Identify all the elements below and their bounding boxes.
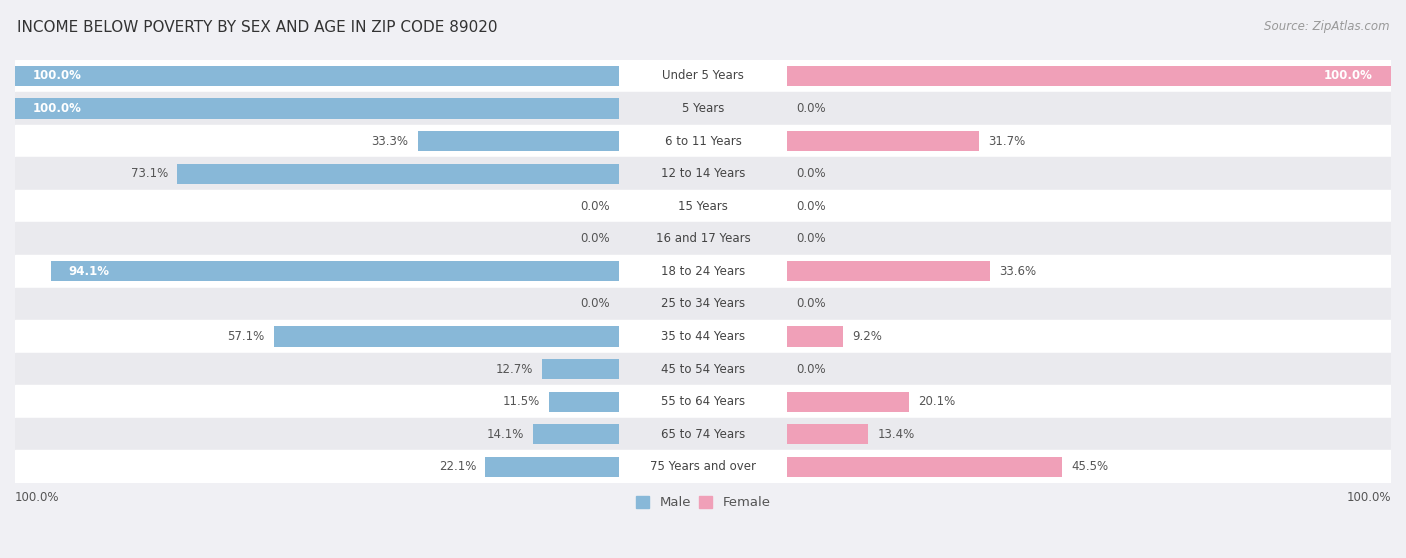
Bar bbox=[15, 386, 1391, 418]
Bar bbox=[15, 353, 1391, 386]
Text: 75 Years and over: 75 Years and over bbox=[650, 460, 756, 473]
Bar bbox=[787, 392, 908, 412]
Text: 100.0%: 100.0% bbox=[1347, 491, 1391, 504]
Text: 0.0%: 0.0% bbox=[797, 297, 827, 310]
Text: 100.0%: 100.0% bbox=[34, 69, 82, 83]
Text: 13.4%: 13.4% bbox=[877, 427, 915, 441]
Text: 100.0%: 100.0% bbox=[1324, 69, 1372, 83]
Text: 33.3%: 33.3% bbox=[371, 134, 409, 147]
Legend: Male, Female: Male, Female bbox=[630, 490, 776, 514]
Text: 35 to 44 Years: 35 to 44 Years bbox=[661, 330, 745, 343]
Bar bbox=[787, 456, 1062, 477]
Text: 100.0%: 100.0% bbox=[34, 102, 82, 115]
Text: 57.1%: 57.1% bbox=[228, 330, 264, 343]
Text: 0.0%: 0.0% bbox=[797, 102, 827, 115]
Text: 0.0%: 0.0% bbox=[797, 232, 827, 246]
Bar bbox=[15, 320, 1391, 353]
Text: 18 to 24 Years: 18 to 24 Years bbox=[661, 265, 745, 278]
Bar bbox=[15, 60, 1391, 92]
Text: 9.2%: 9.2% bbox=[852, 330, 882, 343]
Text: 0.0%: 0.0% bbox=[579, 200, 609, 213]
Text: INCOME BELOW POVERTY BY SEX AND AGE IN ZIP CODE 89020: INCOME BELOW POVERTY BY SEX AND AGE IN Z… bbox=[17, 20, 498, 35]
Text: 94.1%: 94.1% bbox=[69, 265, 110, 278]
Text: 31.7%: 31.7% bbox=[988, 134, 1025, 147]
Text: 0.0%: 0.0% bbox=[797, 167, 827, 180]
Text: 0.0%: 0.0% bbox=[797, 363, 827, 376]
Bar bbox=[15, 125, 1391, 157]
Bar bbox=[418, 131, 619, 151]
Text: 0.0%: 0.0% bbox=[797, 200, 827, 213]
Text: 45.5%: 45.5% bbox=[1071, 460, 1108, 473]
Text: 0.0%: 0.0% bbox=[579, 297, 609, 310]
Text: 73.1%: 73.1% bbox=[131, 167, 169, 180]
Text: 12 to 14 Years: 12 to 14 Years bbox=[661, 167, 745, 180]
Bar bbox=[533, 424, 619, 444]
Text: 45 to 54 Years: 45 to 54 Years bbox=[661, 363, 745, 376]
Text: 5 Years: 5 Years bbox=[682, 102, 724, 115]
Text: Source: ZipAtlas.com: Source: ZipAtlas.com bbox=[1264, 20, 1389, 32]
Bar bbox=[787, 424, 869, 444]
Bar bbox=[15, 418, 1391, 450]
Text: 12.7%: 12.7% bbox=[495, 363, 533, 376]
Bar bbox=[274, 326, 619, 347]
Bar bbox=[15, 98, 619, 119]
Text: Under 5 Years: Under 5 Years bbox=[662, 69, 744, 83]
Bar bbox=[51, 261, 619, 281]
Text: 16 and 17 Years: 16 and 17 Years bbox=[655, 232, 751, 246]
Bar bbox=[15, 287, 1391, 320]
Bar bbox=[485, 456, 619, 477]
Text: 15 Years: 15 Years bbox=[678, 200, 728, 213]
Text: 33.6%: 33.6% bbox=[1000, 265, 1036, 278]
Bar bbox=[15, 190, 1391, 223]
Text: 25 to 34 Years: 25 to 34 Years bbox=[661, 297, 745, 310]
Bar bbox=[177, 163, 619, 184]
Bar bbox=[15, 66, 619, 86]
Text: 20.1%: 20.1% bbox=[918, 395, 955, 408]
Text: 6 to 11 Years: 6 to 11 Years bbox=[665, 134, 741, 147]
Text: 14.1%: 14.1% bbox=[486, 427, 524, 441]
Text: 0.0%: 0.0% bbox=[579, 232, 609, 246]
Bar bbox=[787, 326, 844, 347]
Bar bbox=[550, 392, 619, 412]
Bar bbox=[15, 450, 1391, 483]
Bar bbox=[15, 92, 1391, 125]
Text: 55 to 64 Years: 55 to 64 Years bbox=[661, 395, 745, 408]
Text: 11.5%: 11.5% bbox=[503, 395, 540, 408]
Text: 100.0%: 100.0% bbox=[15, 491, 59, 504]
Text: 22.1%: 22.1% bbox=[439, 460, 477, 473]
Bar bbox=[15, 223, 1391, 255]
Bar bbox=[787, 261, 990, 281]
Bar bbox=[15, 255, 1391, 287]
Bar bbox=[787, 66, 1391, 86]
Bar bbox=[15, 157, 1391, 190]
Bar bbox=[787, 131, 979, 151]
Text: 65 to 74 Years: 65 to 74 Years bbox=[661, 427, 745, 441]
Bar bbox=[541, 359, 619, 379]
